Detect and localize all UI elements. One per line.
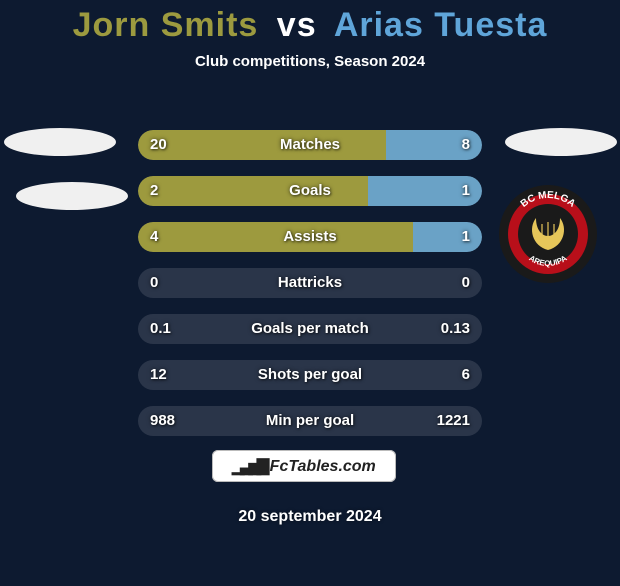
stat-value-right: 0 [462, 268, 470, 298]
stat-value-right: 8 [462, 130, 470, 160]
stat-row: 12Shots per goal6 [138, 360, 482, 390]
stat-row: 0.1Goals per match0.13 [138, 314, 482, 344]
subtitle: Club competitions, Season 2024 [0, 53, 620, 70]
club-crest: BC MELGA AREQUIPA [498, 184, 598, 284]
title-vs: vs [277, 6, 317, 44]
player-right-oval-1 [505, 128, 617, 156]
stat-label: Goals [138, 176, 482, 206]
stat-value-right: 1221 [437, 406, 470, 436]
stat-label: Goals per match [138, 314, 482, 344]
player-left-oval-1 [4, 128, 116, 156]
date-text: 20 september 2024 [0, 508, 620, 526]
title-right: Arias Tuesta [334, 6, 548, 44]
page-title: Jorn Smits vs Arias Tuesta [0, 6, 620, 45]
stat-label: Matches [138, 130, 482, 160]
stat-label: Assists [138, 222, 482, 252]
stat-value-right: 1 [462, 222, 470, 252]
source-badge-text: FcTables.com [270, 458, 376, 475]
title-left: Jorn Smits [73, 6, 259, 44]
stat-value-right: 6 [462, 360, 470, 390]
stat-row: 988Min per goal1221 [138, 406, 482, 436]
stat-row: 20Matches8 [138, 130, 482, 160]
stat-label: Min per goal [138, 406, 482, 436]
player-left-oval-2 [16, 182, 128, 210]
stat-label: Hattricks [138, 268, 482, 298]
stat-label: Shots per goal [138, 360, 482, 390]
stat-row: 2Goals1 [138, 176, 482, 206]
source-badge: ▁▃▅▇ FcTables.com [212, 450, 396, 482]
stat-row: 4Assists1 [138, 222, 482, 252]
stat-value-right: 0.13 [441, 314, 470, 344]
chart-icon: ▁▃▅▇ [232, 458, 265, 475]
stat-row: 0Hattricks0 [138, 268, 482, 298]
stat-value-right: 1 [462, 176, 470, 206]
stats-panel: 20Matches8 2Goals1 4Assists1 0Hattricks0 0.1… [138, 130, 482, 452]
